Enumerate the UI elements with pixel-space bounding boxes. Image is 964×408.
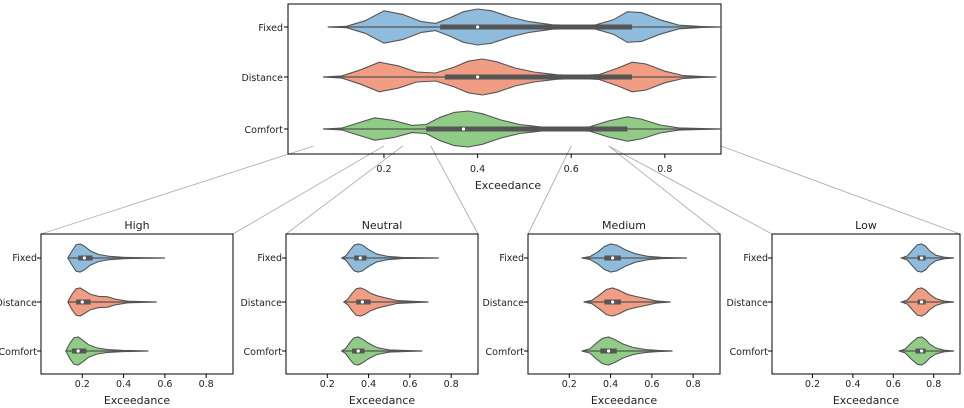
zoom-connectors	[40, 145, 961, 235]
high-xlabel: Exceedance	[104, 394, 171, 407]
overall-tick-label-1: 0.4	[470, 164, 485, 175]
low-x-ticks: 0.2 0.4 0.6 0.8	[768, 257, 941, 390]
overall-distance-median	[475, 75, 480, 79]
zoom-connector-3-1	[720, 145, 961, 235]
medium-violins	[581, 243, 688, 366]
high-panel: High 0.2 0.4 0.6 0.8 Fixed Distance Comfort…	[0, 219, 234, 407]
low-tick-label-0: 0.2	[805, 379, 820, 390]
high-plot-frame	[40, 233, 234, 375]
low-ylabel-comfort: Comfort	[730, 347, 769, 358]
low-ylabel-fixed: Fixed	[743, 253, 768, 264]
low-plot-frame	[771, 233, 961, 375]
neutral-xlabel: Exceedance	[349, 394, 416, 407]
overall-xlabel: Exceedance	[475, 179, 542, 192]
neutral-panel: Neutral 0.2 0.4 0.6 0.8 Fixed Distance Comf…	[240, 219, 479, 407]
zoom-connector-1-1	[430, 145, 479, 235]
high-x-ticks: 0.2 0.4 0.6 0.8	[37, 257, 214, 390]
high-violins	[65, 243, 165, 366]
neutral-tick-label-1: 0.4	[361, 379, 376, 390]
overall-distance-iqr-box	[444, 74, 633, 80]
neutral-x-ticks: 0.2 0.4 0.6 0.8	[282, 257, 459, 390]
zoom-connector-1-0	[285, 145, 403, 235]
low-tick-label-1: 0.4	[845, 379, 860, 390]
zoom-connector-0-1	[232, 145, 385, 235]
zoom-connector-2-1	[608, 145, 721, 235]
medium-comfort-median	[606, 349, 611, 353]
medium-xlabel: Exceedance	[591, 394, 658, 407]
overall-plot-frame	[287, 3, 722, 155]
low-comfort-median	[919, 349, 924, 353]
high-tick-label-1: 0.4	[116, 379, 131, 390]
overall-tick-label-3: 0.8	[657, 164, 672, 175]
medium-tick-label-3: 0.8	[686, 379, 701, 390]
overall-tick-label-0: 0.2	[376, 164, 391, 175]
neutral-distance-median	[360, 300, 364, 304]
zoom-connector-3-0	[608, 145, 773, 235]
medium-ylabel-distance: Distance	[482, 298, 524, 309]
medium-x-ticks: 0.2 0.4 0.6 0.8	[524, 257, 701, 390]
medium-title: Medium	[602, 219, 646, 232]
high-comfort-median	[76, 349, 80, 353]
medium-fixed-median	[611, 256, 615, 260]
low-panel: Low 0.2 0.4 0.6 0.8 Fixed Distance Comfort …	[726, 219, 961, 407]
overall-ylabel-fixed: Fixed	[258, 23, 283, 34]
neutral-ylabel-comfort: Comfort	[244, 347, 283, 358]
overall-fixed-median	[475, 25, 480, 29]
low-violins	[897, 243, 954, 366]
high-tick-label-0: 0.2	[75, 379, 90, 390]
medium-plot-frame	[527, 233, 721, 375]
high-tick-label-3: 0.8	[199, 379, 214, 390]
medium-tick-label-0: 0.2	[562, 379, 577, 390]
overall-ylabel-comfort: Comfort	[245, 125, 284, 136]
medium-panel: Medium 0.2 0.4 0.6 0.8 Fixed Distance Comfo…	[482, 219, 721, 407]
low-tick-label-3: 0.8	[926, 379, 941, 390]
low-fixed-median	[919, 256, 924, 260]
low-title: Low	[855, 219, 877, 232]
overall-comfort-iqr-box	[426, 126, 628, 132]
overall-panel: 0.2 0.4 0.6 0.8 Fixed Distance Comfort Exce…	[241, 3, 722, 192]
overall-comfort-median	[461, 127, 466, 131]
high-ylabel-comfort: Comfort	[0, 347, 37, 358]
neutral-violins	[340, 243, 439, 366]
overall-violins	[323, 8, 722, 148]
zoom-connector-0-0	[40, 145, 314, 235]
low-tick-label-2: 0.6	[886, 379, 901, 390]
low-distance-median	[919, 300, 924, 304]
overall-tick-label-2: 0.6	[564, 164, 579, 175]
medium-tick-label-2: 0.6	[644, 379, 659, 390]
high-ylabel-distance: Distance	[0, 298, 37, 309]
medium-ylabel-fixed: Fixed	[499, 253, 524, 264]
neutral-ylabel-fixed: Fixed	[257, 253, 282, 264]
overall-fixed-iqr-box	[440, 24, 633, 30]
medium-distance-median	[611, 300, 615, 304]
overall-ylabel-distance: Distance	[241, 73, 283, 84]
medium-tick-label-1: 0.4	[603, 379, 618, 390]
neutral-tick-label-0: 0.2	[320, 379, 335, 390]
medium-ylabel-comfort: Comfort	[486, 347, 525, 358]
overall-x-ticks: 0.2 0.4 0.6 0.8	[284, 26, 672, 175]
high-tick-label-2: 0.6	[157, 379, 172, 390]
low-ylabel-distance: Distance	[726, 298, 768, 309]
neutral-tick-label-2: 0.6	[402, 379, 417, 390]
neutral-title: Neutral	[362, 219, 403, 232]
high-title: High	[124, 219, 149, 232]
neutral-fixed-median	[358, 256, 362, 260]
neutral-tick-label-3: 0.8	[444, 379, 459, 390]
neutral-comfort-median	[356, 349, 360, 353]
high-distance-median	[80, 300, 84, 304]
low-xlabel: Exceedance	[833, 394, 900, 407]
neutral-ylabel-distance: Distance	[240, 298, 282, 309]
neutral-plot-frame	[285, 233, 479, 375]
high-fixed-median	[82, 256, 86, 260]
zoom-connector-2-0	[527, 145, 572, 235]
high-ylabel-fixed: Fixed	[12, 253, 37, 264]
